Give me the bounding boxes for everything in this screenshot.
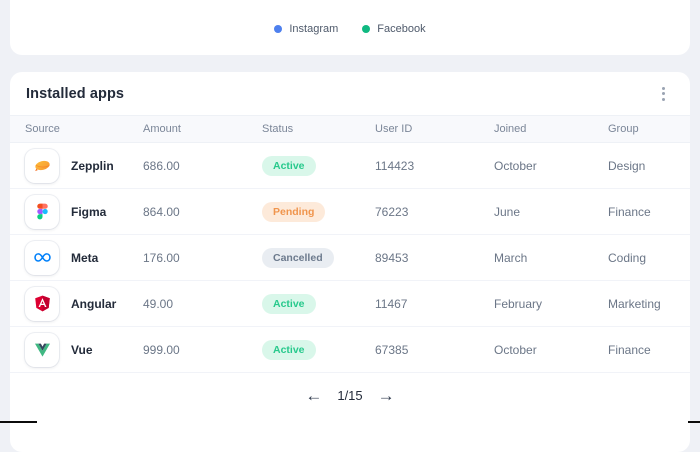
app-logo: [25, 286, 59, 321]
prev-page-arrow-icon[interactable]: ←: [305, 386, 323, 405]
status-badge: Active: [262, 339, 316, 360]
table-row[interactable]: Zepplin 686.00 Active 114423 October Des…: [10, 143, 690, 189]
amount-cell: 49.00: [143, 296, 174, 311]
status-cell: Active: [262, 293, 375, 314]
kebab-menu-icon[interactable]: [652, 83, 674, 105]
column-header-source: Source: [25, 123, 60, 135]
x-axis-label-mon: Mon: [152, 0, 173, 2]
joined-cell: June: [494, 204, 521, 219]
source-cell: Meta: [25, 240, 143, 275]
next-page-arrow-icon[interactable]: →: [377, 386, 395, 405]
legend-label-instagram: Instagram: [289, 23, 339, 35]
user-id-cell: 114423: [375, 158, 415, 173]
app-name: Figma: [71, 204, 107, 219]
group-cell: Marketing: [608, 296, 661, 311]
legend-label-facebook: Facebook: [377, 23, 426, 35]
facebook-legend-dot-icon: [362, 25, 371, 33]
page-indicator: 1/15: [337, 388, 363, 403]
group-cell: Finance: [608, 342, 651, 357]
meta-logo-icon: [33, 253, 51, 262]
column-header-status: Status: [262, 123, 294, 135]
source-cell: Zepplin: [25, 148, 143, 183]
status-cell: Active: [262, 339, 375, 360]
card-title: Installed apps: [26, 85, 125, 102]
status-badge: Active: [262, 293, 316, 314]
column-header-joined: Joined: [494, 123, 527, 135]
user-id-cell: 89453: [375, 250, 409, 265]
group-cell: Design: [608, 158, 646, 173]
x-axis-label-thu: Thu: [464, 0, 483, 2]
screen-edge-artifact: [0, 421, 37, 423]
angular-logo-icon: [34, 295, 50, 312]
app-logo: [25, 148, 59, 183]
status-cell: Cancelled: [262, 247, 375, 268]
amount-cell: 864.00: [143, 204, 180, 219]
group-cell: Coding: [608, 250, 647, 265]
status-badge: Pending: [262, 201, 326, 222]
table-row[interactable]: Vue 999.00 Active 67385 October Finance: [10, 327, 690, 373]
table-row[interactable]: Angular 49.00 Active 11467 February Mark…: [10, 281, 690, 327]
joined-cell: October: [494, 342, 537, 357]
app-logo: [25, 240, 59, 275]
screen-edge-artifact: [688, 421, 700, 423]
x-axis-label-sat: Sat: [669, 0, 686, 2]
joined-cell: October: [494, 158, 537, 173]
amount-cell: 999.00: [143, 342, 180, 357]
app-name: Angular: [71, 296, 117, 311]
x-axis-label-tue: Tue: [258, 0, 277, 2]
zeplin-logo-icon: [34, 160, 50, 172]
user-id-cell: 11467: [375, 296, 408, 311]
user-id-cell: 76223: [375, 204, 409, 219]
app-name: Vue: [71, 342, 93, 357]
vue-logo-icon: [34, 343, 50, 357]
column-header-amount: Amount: [143, 123, 181, 135]
table-row[interactable]: Meta 176.00 Cancelled 89453 March Coding: [10, 235, 690, 281]
chart-legend: Instagram Facebook: [10, 23, 690, 35]
legend-item-facebook[interactable]: Facebook: [362, 23, 426, 35]
column-header-group: Group: [608, 123, 639, 135]
app-name: Meta: [71, 250, 99, 265]
x-axis-label-sun: Sun: [53, 0, 73, 2]
instagram-legend-dot-icon: [274, 25, 283, 33]
source-cell: Figma: [25, 194, 143, 229]
pagination: ← 1/15 →: [10, 385, 690, 406]
status-badge: Cancelled: [262, 247, 334, 268]
app-name: Zepplin: [71, 158, 114, 173]
user-id-cell: 67385: [375, 342, 409, 357]
table-header-row: Source Amount Status User ID Joined Grou…: [10, 115, 690, 143]
x-axis-label-wed: Wed: [359, 0, 381, 2]
group-cell: Finance: [608, 204, 651, 219]
status-cell: Active: [262, 155, 375, 176]
status-badge: Active: [262, 155, 316, 176]
amount-cell: 686.00: [143, 158, 180, 173]
chart-x-axis-labels: Sun Mon Tue Wed Thu Fri Sat: [10, 0, 690, 4]
installed-apps-card: Installed apps Source Amount Status User…: [10, 72, 690, 452]
legend-item-instagram[interactable]: Instagram: [274, 23, 338, 35]
table-row[interactable]: Figma 864.00 Pending 76223 June Finance: [10, 189, 690, 235]
x-axis-label-fri: Fri: [571, 0, 584, 2]
app-logo: [25, 332, 59, 367]
column-header-user-id: User ID: [375, 123, 413, 135]
joined-cell: February: [494, 296, 543, 311]
figma-logo-icon: [36, 203, 48, 220]
status-cell: Pending: [262, 201, 375, 222]
source-cell: Vue: [25, 332, 143, 367]
source-cell: Angular: [25, 286, 143, 321]
card-header: Installed apps: [10, 72, 690, 115]
chart-card: Sun Mon Tue Wed Thu Fri Sat Instagram Fa…: [10, 0, 690, 55]
app-logo: [25, 194, 59, 229]
table-body: Zepplin 686.00 Active 114423 October Des…: [10, 143, 690, 373]
joined-cell: March: [494, 250, 528, 265]
amount-cell: 176.00: [143, 250, 180, 265]
